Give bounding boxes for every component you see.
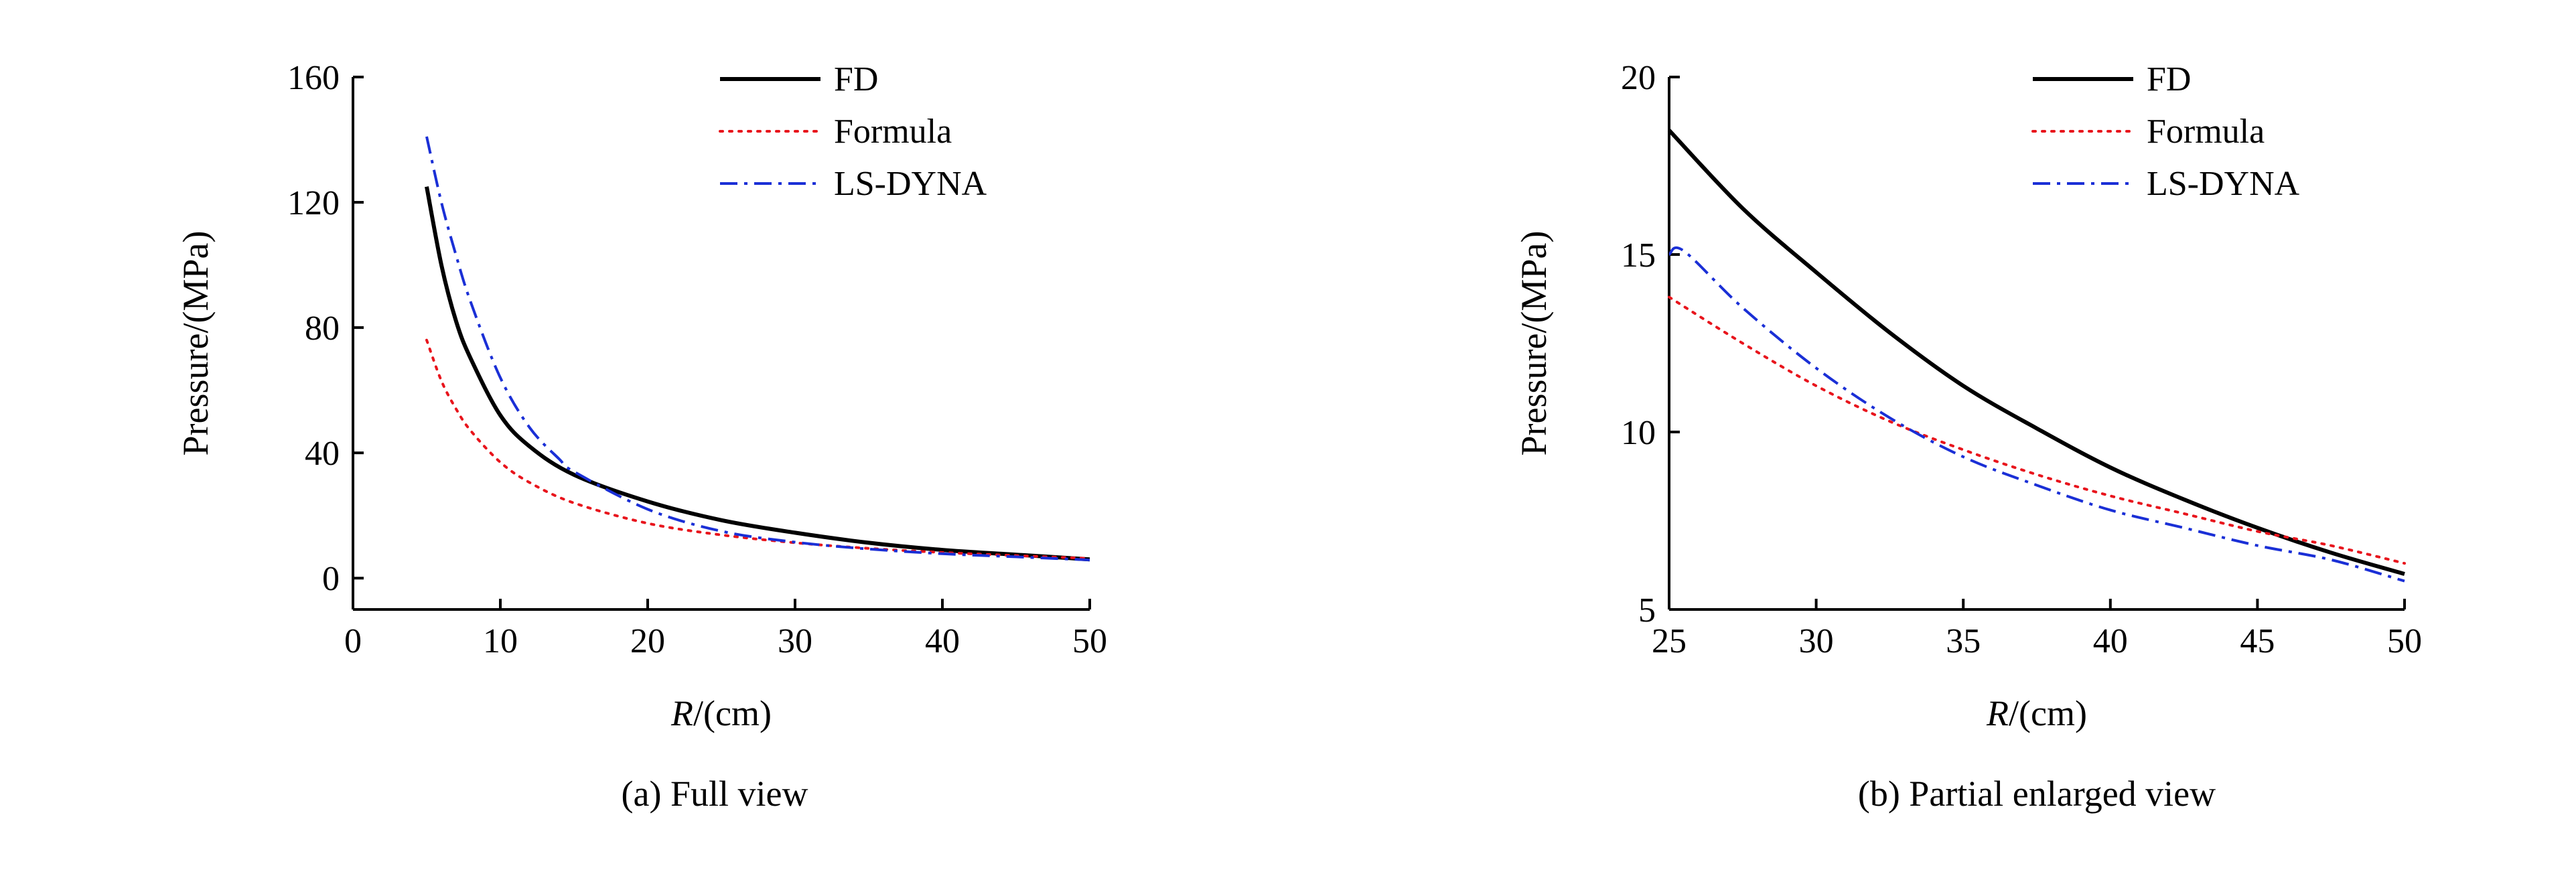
x-tick-label: 0 — [344, 622, 362, 660]
legend-label: FD — [2147, 60, 2191, 98]
y-tick-label: 160 — [287, 59, 340, 97]
y-tick-label: 0 — [322, 560, 340, 598]
x-tick-label: 45 — [2240, 622, 2275, 660]
y-tick-label: 80 — [305, 309, 340, 348]
series-line-ls-dyna — [425, 136, 1090, 562]
series-line-fd — [1667, 129, 2405, 576]
panel-caption: (b) Partial enlarged view — [1858, 774, 2216, 814]
x-tick-label: 50 — [2387, 622, 2422, 660]
legend-label: LS-DYNA — [834, 165, 987, 203]
x-axis-title: R/(cm) — [1986, 693, 2087, 733]
series-line-fd — [425, 186, 1090, 562]
legend-label: Formula — [834, 113, 952, 151]
legend-label: FD — [834, 60, 878, 98]
x-tick-label: 50 — [1072, 622, 1107, 660]
x-axis-title: R/(cm) — [670, 693, 772, 733]
x-tick-label: 10 — [483, 622, 518, 660]
panel-full-view: 0 10 20 30 40 50 0 40 80 120 160 FD Formula LS-DYNA Pr… — [175, 59, 1107, 814]
y-axis-title: Pressure/(MPa) — [175, 231, 216, 456]
x-tick-label: 20 — [630, 622, 665, 660]
x-tick-label: 30 — [778, 622, 812, 660]
x-tick-label: 30 — [1799, 622, 1834, 660]
panel-caption: (a) Full view — [622, 774, 808, 814]
series-line-ls-dyna — [1668, 246, 2405, 583]
x-tick-label: 40 — [2093, 622, 2128, 660]
panel-partial-enlarged-view: 25 30 35 40 45 50 5 10 15 20 FD Formula LS-DYNA Press… — [1514, 59, 2422, 814]
y-tick-label: 5 — [1638, 591, 1656, 630]
y-axis-title: Pressure/(MPa) — [1514, 231, 1554, 456]
y-tick-label: 40 — [305, 435, 340, 473]
x-tick-label: 25 — [1652, 622, 1687, 660]
x-tick-label: 35 — [1946, 622, 1981, 660]
x-axis-variable: R — [1986, 693, 2009, 733]
x-tick-label: 40 — [925, 622, 960, 660]
x-axis-variable: R — [670, 693, 693, 733]
x-axis-unit: /(cm) — [693, 693, 772, 733]
x-axis-unit: /(cm) — [2009, 693, 2087, 733]
y-tick-label: 15 — [1621, 236, 1656, 275]
series-line-formula — [1668, 295, 2406, 565]
y-tick-label: 10 — [1621, 414, 1656, 452]
legend-label: LS-DYNA — [2147, 165, 2300, 203]
y-tick-label: 20 — [1621, 59, 1656, 97]
legend-label: Formula — [2147, 113, 2265, 151]
y-tick-label: 120 — [287, 184, 340, 222]
